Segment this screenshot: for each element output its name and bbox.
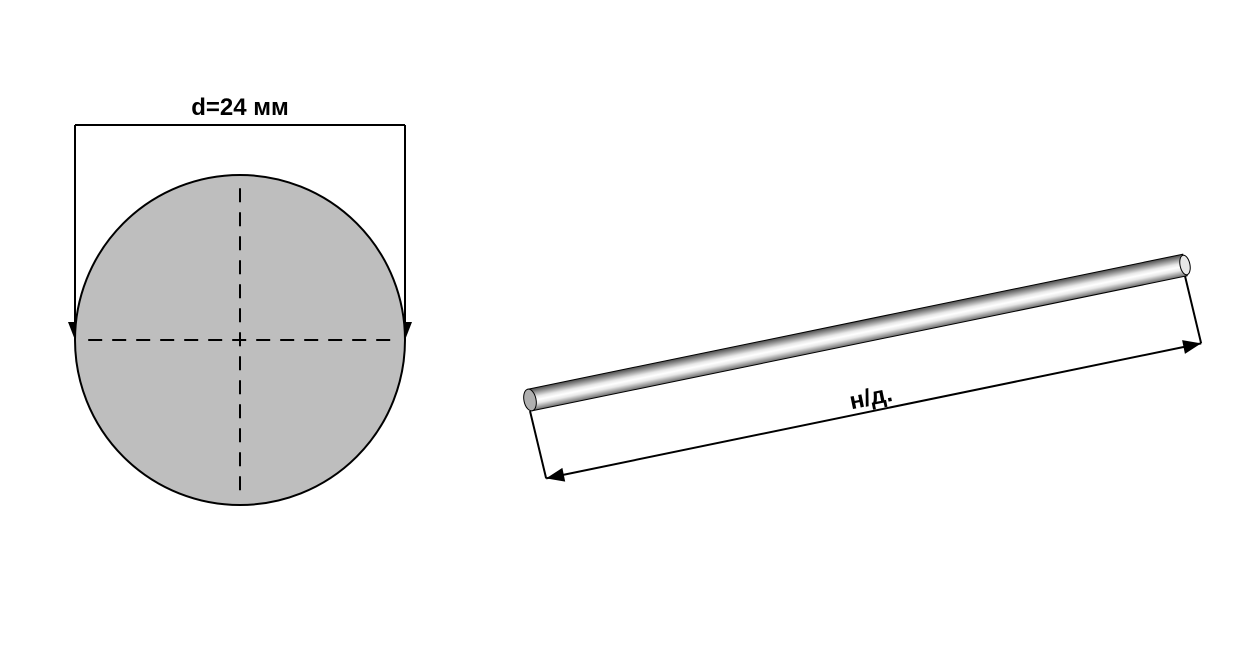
rod-dim-ext-right	[1185, 276, 1201, 343]
rod-dim-ext-left	[530, 411, 546, 478]
diameter-label: d=24 мм	[191, 94, 289, 121]
rod-length-label: н/д.	[847, 380, 895, 415]
rod-group: н/д.	[522, 254, 1201, 481]
rod-dim-arrow-right	[1182, 340, 1201, 354]
rod-dim-arrow-left	[546, 468, 565, 482]
cross-section-group: d=24 мм	[68, 94, 412, 505]
